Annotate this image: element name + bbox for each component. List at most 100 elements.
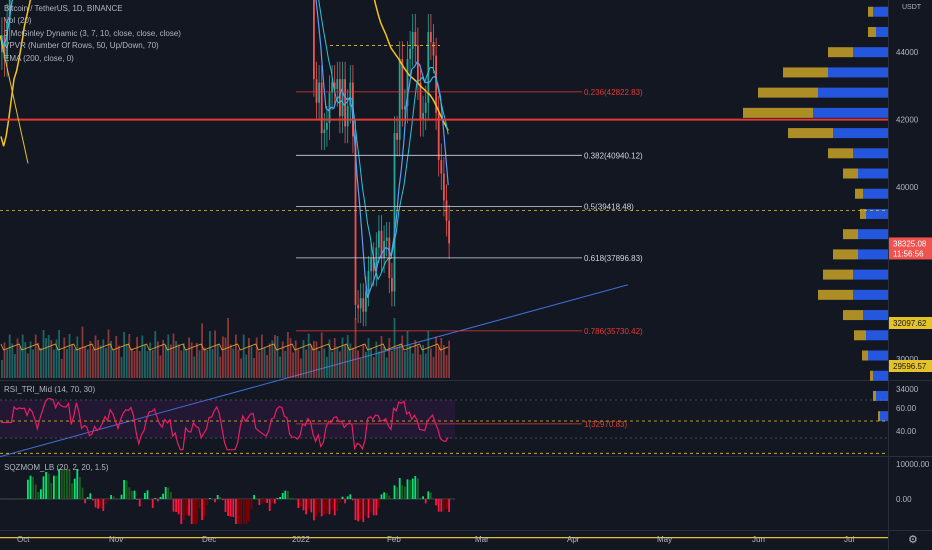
volume-bar: [133, 351, 136, 378]
sqz-bar: [84, 499, 86, 504]
volume-bar: [138, 351, 141, 378]
candle: [406, 58, 409, 107]
candle: [437, 112, 440, 161]
sqz-bar: [266, 499, 268, 503]
volume-bar: [349, 343, 352, 378]
candle: [448, 220, 450, 244]
rsi-legend[interactable]: RSI_TRI_Mid (14, 70, 30): [4, 385, 96, 394]
sqz-bar: [385, 493, 388, 499]
sqz-bar: [6, 499, 8, 500]
volume-bar: [203, 347, 206, 378]
sqz-bar: [263, 499, 266, 502]
sqzmom-histogram: [1, 469, 450, 524]
vp-row-down: [876, 390, 888, 401]
volume-bar: [362, 344, 365, 378]
price-tick: 34000: [896, 385, 919, 394]
sqz-bar: [357, 499, 359, 522]
volume-bar: [224, 337, 227, 378]
candle: [344, 79, 346, 127]
vp-row-down: [853, 47, 888, 58]
legend-mcginley[interactable]: 3 McGinley Dynamic (3, 7, 10, close, clo…: [4, 28, 181, 38]
sqz-bar: [151, 499, 154, 508]
candle: [323, 129, 326, 134]
sqz-bar: [378, 499, 380, 509]
vp-row-down: [813, 107, 888, 118]
vp-row-up: [823, 269, 853, 280]
volume-bar: [99, 345, 102, 378]
volume-bar: [92, 348, 94, 378]
volume-bar: [422, 345, 424, 378]
sqz-bar: [331, 499, 333, 510]
sqz-bar: [29, 475, 32, 499]
legend-symbol[interactable]: Bitcoin / TetherUS, 1D, BINANCE: [4, 4, 123, 13]
sqz-bar: [437, 499, 440, 512]
time-tick: Nov: [109, 535, 123, 544]
vp-row-up: [833, 249, 858, 260]
volume-bar: [14, 354, 16, 378]
sqz-bar: [229, 499, 232, 517]
sqz-bar: [19, 499, 21, 500]
sqz-axis: 10000.00 0.00: [896, 460, 930, 504]
volume-bar: [417, 345, 419, 378]
sqz-bar: [3, 499, 6, 500]
legend-ema[interactable]: EMA (200, close, 0): [4, 53, 74, 63]
sqz-bar: [349, 494, 352, 499]
time-tick: Mar: [475, 535, 489, 544]
sqzmom-legend[interactable]: SQZMOM_LB (20, 2, 20, 1.5): [4, 463, 109, 472]
sqz-bar: [125, 480, 128, 499]
diag-line: [0, 35, 29, 164]
sqz-bar: [274, 499, 276, 504]
volume-bar: [279, 356, 281, 378]
vp-row-down: [863, 310, 888, 321]
legend-vpvr[interactable]: VPVR (Number Of Rows, 50, Up/Down, 70): [4, 41, 159, 51]
candle: [378, 230, 380, 248]
volume-bar: [183, 343, 185, 378]
volume-bar: [432, 357, 435, 378]
sqz-bar: [445, 499, 448, 509]
current-price-value: 38325.08: [893, 239, 927, 248]
volume-bar: [268, 343, 271, 378]
volume-bar: [55, 339, 58, 378]
sqz-bar: [99, 499, 102, 508]
current-price-tag: [889, 237, 932, 260]
sqz-bar: [237, 499, 240, 524]
volume-bar: [154, 331, 157, 378]
current-price-countdown: 11:56:56: [893, 249, 924, 258]
sqz-bar: [47, 473, 50, 499]
volume-bar: [159, 355, 162, 378]
mcginley-line-2: [0, 0, 449, 281]
volume-bar: [73, 349, 76, 378]
sqz-bar: [86, 497, 89, 499]
sqz-bar: [55, 475, 58, 499]
legend-volume[interactable]: Vol (20): [4, 16, 32, 26]
volume-bar: [411, 353, 414, 378]
sqz-bar: [281, 493, 284, 499]
vp-row-up: [854, 330, 866, 341]
sqz-bar: [16, 499, 19, 500]
volume-bar: [190, 342, 193, 378]
candle: [372, 257, 375, 272]
volume-bar: [414, 340, 417, 378]
volume-bar: [3, 342, 6, 378]
vp-row-down: [853, 269, 888, 280]
vp-row-down: [863, 188, 888, 199]
volume-bar: [229, 344, 232, 378]
sqz-bar: [190, 499, 193, 524]
vp-row-up: [868, 6, 873, 17]
volume-bar: [151, 350, 154, 378]
volume-bar: [118, 345, 120, 378]
sqz-bar: [393, 485, 396, 499]
vp-row-down: [858, 229, 888, 240]
settings-gear-icon[interactable]: ⚙: [908, 534, 918, 546]
sqz-bar: [185, 499, 188, 516]
volume-bar: [313, 341, 315, 378]
sqz-bar: [131, 491, 133, 499]
volume-bar: [170, 344, 172, 378]
volume-bar: [157, 341, 159, 378]
volume-bar: [401, 335, 404, 378]
volume-bar: [435, 336, 437, 378]
volume-bar: [240, 358, 242, 378]
sqz-bar: [411, 478, 414, 499]
